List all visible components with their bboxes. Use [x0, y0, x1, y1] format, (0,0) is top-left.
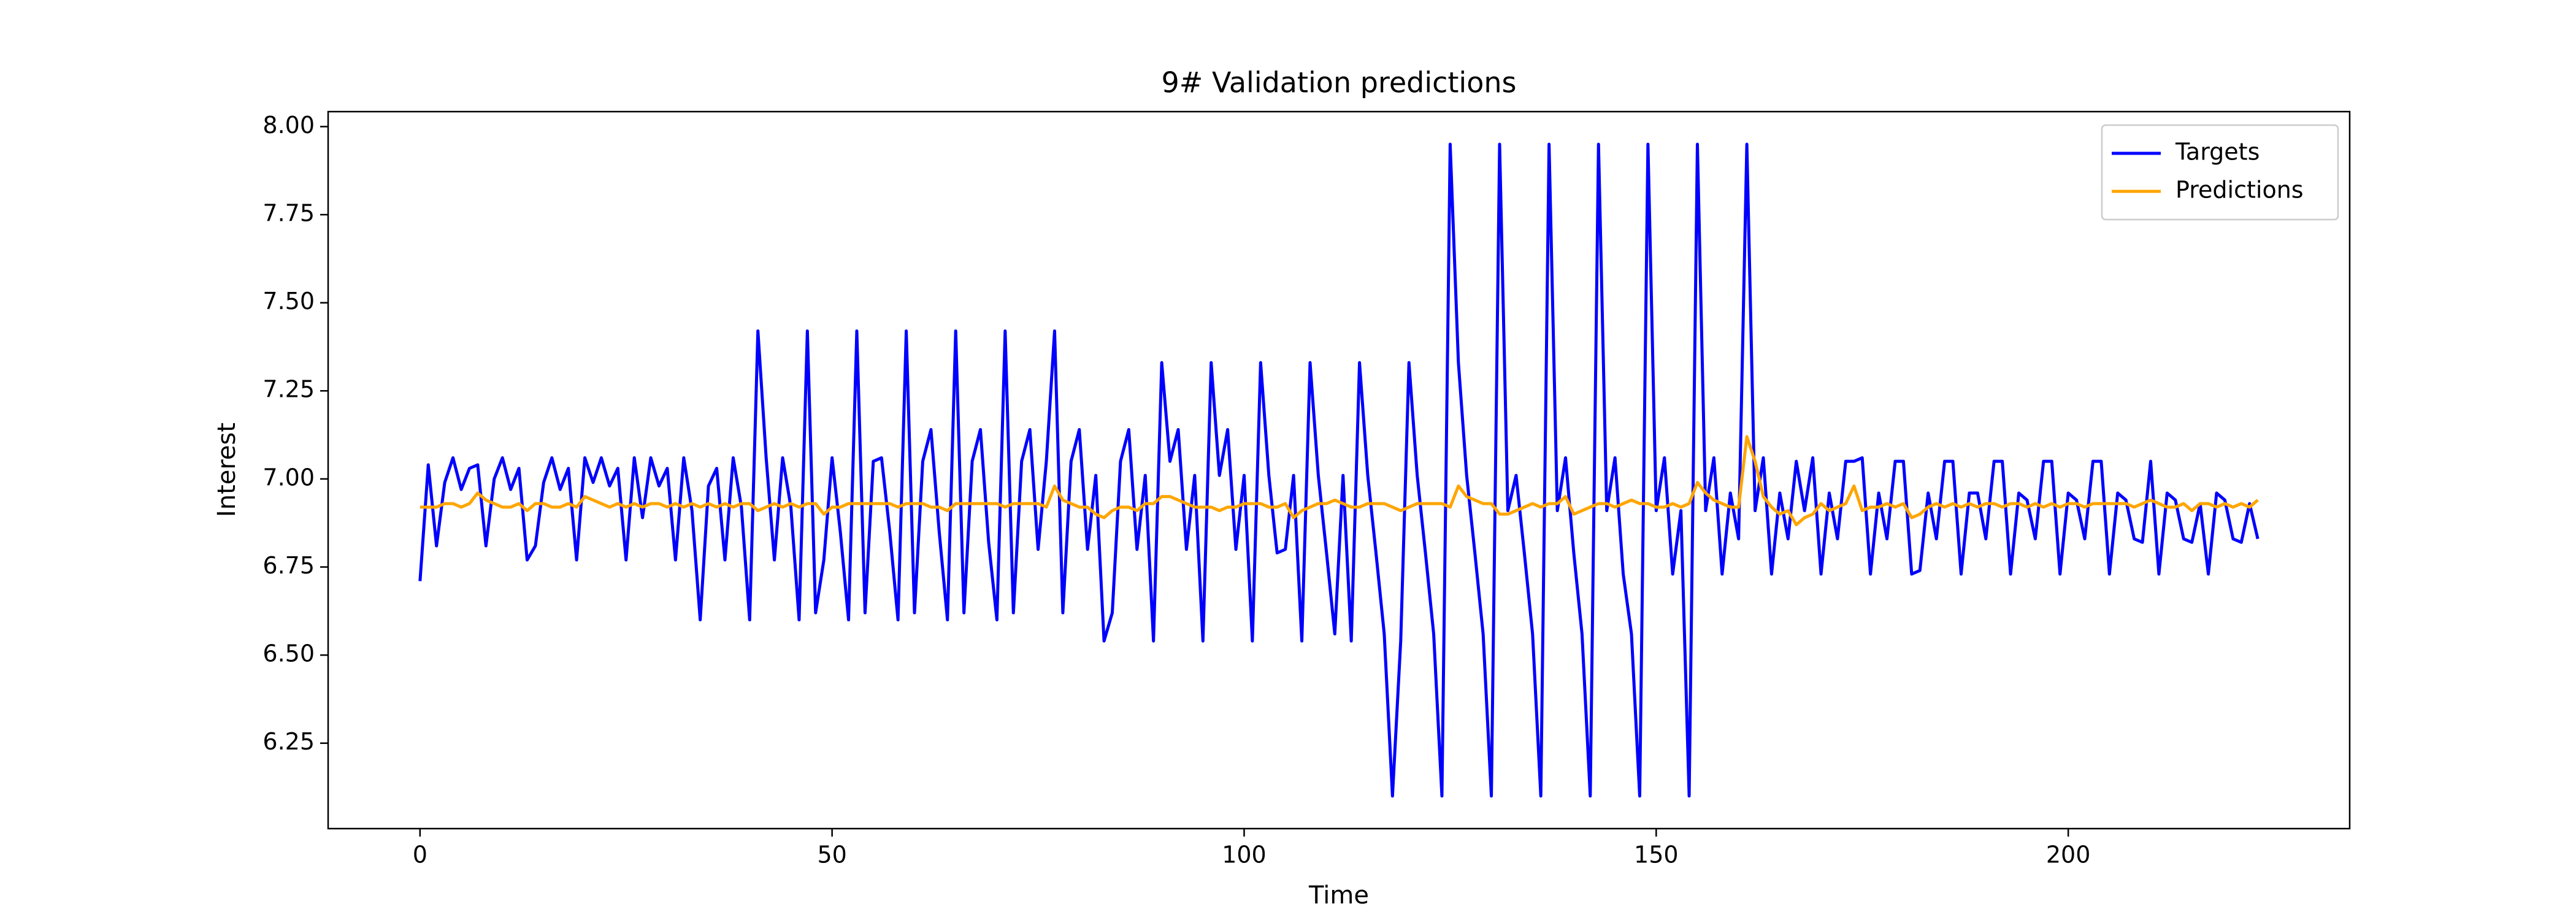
series-line [420, 435, 2259, 527]
legend-label: Predictions [2175, 177, 2304, 204]
y-tick-label: 8.00 [263, 112, 315, 139]
y-tick-label: 6.25 [263, 728, 315, 755]
y-tick-label: 7.75 [263, 200, 315, 227]
legend-label: Targets [2175, 139, 2260, 166]
x-tick-label: 100 [1222, 841, 1267, 868]
y-tick-label: 6.75 [263, 552, 315, 579]
y-tick-label: 6.50 [263, 640, 315, 667]
x-tick-label: 50 [817, 841, 846, 868]
x-tick-label: 0 [413, 841, 427, 868]
series-line [418, 142, 2260, 798]
x-tick-label: 150 [1634, 841, 1679, 868]
y-tick-label: 7.50 [263, 288, 315, 315]
legend-box [2101, 124, 2339, 221]
x-axis-label: Time [1308, 881, 1369, 910]
y-tick-label: 7.25 [263, 376, 315, 403]
y-axis-label: Interest [213, 423, 241, 517]
chart-title: 9# Validation predictions [1162, 66, 1517, 99]
x-tick-label: 200 [2046, 841, 2091, 868]
plot-frame [327, 110, 2351, 830]
y-tick-label: 7.00 [263, 464, 315, 491]
